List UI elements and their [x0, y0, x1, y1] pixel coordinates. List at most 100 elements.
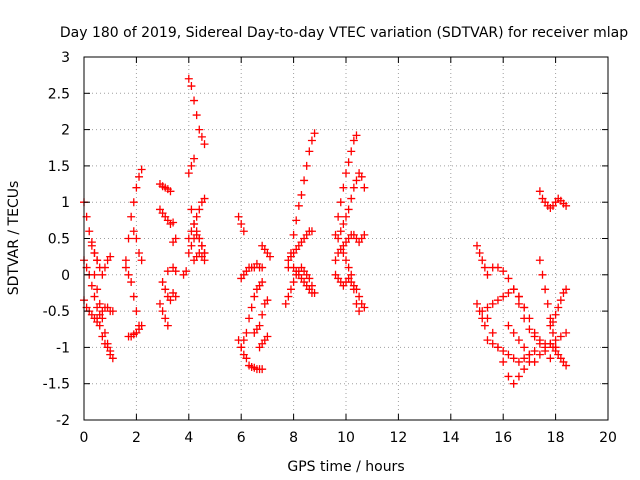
data-point [195, 205, 204, 214]
series-track-20 [169, 288, 180, 301]
data-point [137, 165, 146, 174]
data-point [355, 307, 364, 316]
series-track-01 [80, 198, 102, 265]
series-track-33 [255, 332, 272, 352]
series-track-55 [535, 187, 571, 213]
data-point [258, 278, 267, 287]
data-point [171, 234, 180, 243]
data-point [483, 336, 492, 345]
data-point [263, 296, 272, 305]
series-track-41 [331, 230, 369, 265]
data-point [100, 263, 109, 272]
series-track-17 [169, 234, 180, 247]
series-track-14 [155, 299, 172, 330]
data-point [347, 194, 356, 203]
data-point [483, 303, 492, 312]
y-tick-label: 1.5 [48, 159, 70, 175]
x-axis-label: GPS time / hours [287, 459, 404, 475]
data-point [190, 154, 199, 163]
data-point [161, 314, 170, 323]
data-point [520, 343, 529, 352]
data-point [504, 274, 513, 283]
series-track-30 [237, 259, 267, 283]
data-point [355, 292, 364, 301]
data-point [504, 350, 513, 359]
data-point [171, 292, 180, 301]
x-tick-label: 18 [547, 430, 565, 446]
series-track-04 [87, 241, 115, 279]
series-track-51 [509, 285, 555, 363]
data-point [245, 314, 254, 323]
data-point [169, 218, 178, 227]
series-track-31 [245, 361, 267, 374]
data-point [297, 190, 306, 199]
data-point [187, 241, 196, 250]
data-point [90, 270, 99, 279]
data-point [187, 205, 196, 214]
data-point [535, 339, 544, 348]
data-point [184, 74, 193, 83]
data-point [493, 343, 502, 352]
chart-title: Day 180 of 2019, Sidereal Day-to-day VTE… [60, 25, 628, 41]
data-point [90, 292, 99, 301]
data-point [339, 183, 348, 192]
data-point [530, 347, 539, 356]
data-point [124, 234, 133, 243]
data-point [504, 288, 513, 297]
data-point [352, 131, 361, 140]
y-tick-label: 0.5 [48, 232, 70, 248]
data-point [488, 339, 497, 348]
y-tick-label: 2 [61, 123, 70, 139]
data-point [499, 292, 508, 301]
data-point [161, 285, 170, 294]
data-point [129, 227, 138, 236]
data-point [535, 256, 544, 265]
data-point [551, 336, 560, 345]
data-point [541, 285, 550, 294]
series-track-36 [281, 263, 319, 308]
series-track-42 [331, 270, 369, 312]
data-point [197, 241, 206, 250]
data-point [543, 299, 552, 308]
data-point [135, 249, 144, 258]
series-track-40 [334, 169, 369, 243]
data-point [184, 249, 193, 258]
y-axis-label: SDTVAR / TECUs [6, 181, 22, 296]
data-point [98, 270, 107, 279]
data-point [554, 303, 563, 312]
data-point [192, 227, 201, 236]
data-point [90, 249, 99, 258]
data-point [190, 219, 199, 228]
data-point [488, 299, 497, 308]
series-track-12 [155, 180, 175, 196]
data-point [158, 278, 167, 287]
data-point [263, 332, 272, 341]
series-track-08 [121, 165, 146, 265]
data-point [187, 161, 196, 170]
data-point [509, 328, 518, 337]
data-point [514, 292, 523, 301]
data-point [530, 328, 539, 337]
data-point [342, 169, 350, 178]
data-point [357, 172, 366, 181]
data-point [121, 256, 130, 265]
data-point [98, 332, 107, 341]
series-track-26 [190, 249, 209, 265]
data-point [499, 267, 508, 276]
data-point [124, 270, 133, 279]
series-track-35 [284, 129, 319, 272]
data-point [480, 321, 489, 330]
data-point [546, 354, 555, 363]
data-point [132, 234, 141, 243]
data-point [339, 249, 348, 258]
data-point [305, 274, 314, 283]
series-track-18 [171, 267, 180, 276]
data-point [158, 307, 167, 316]
data-point [237, 343, 246, 352]
data-point [103, 343, 112, 352]
y-tick-labels: -2 -1.5 -1 -0.5 0 0.5 1 1.5 2 2.5 3 [43, 50, 70, 429]
data-point [190, 96, 199, 105]
data-point [499, 347, 508, 356]
data-point [488, 328, 497, 337]
